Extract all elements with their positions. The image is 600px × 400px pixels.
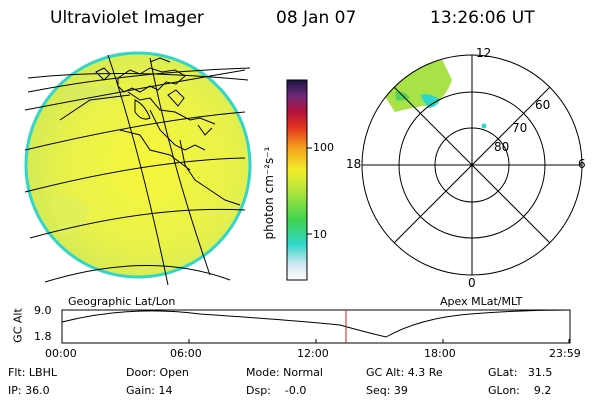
glat-readout: GLat: 31.5	[488, 366, 553, 379]
geographic-grid	[24, 54, 251, 286]
polar-panel-label: Apex MLat/MLT	[440, 295, 523, 308]
altitude-tick-9: 9.0	[34, 304, 52, 317]
altitude-plot	[61, 309, 571, 344]
mlat-60-label: 60	[535, 98, 551, 112]
altitude-axis-label: GC Alt	[11, 308, 25, 343]
filter-readout: Flt: LBHL	[8, 366, 57, 379]
polar-plot	[361, 54, 583, 276]
colorbar-tick-10: 10	[313, 228, 327, 241]
time-tick-2359: 23:59	[549, 347, 581, 360]
mlat-80-label: 80	[494, 140, 510, 154]
date-label: 08 Jan 07	[276, 8, 357, 28]
seq-readout: Seq: 39	[366, 384, 408, 397]
instrument-title: Ultraviolet Imager	[50, 8, 204, 28]
altitude-tick-1-8: 1.8	[34, 330, 52, 343]
mlt-18-label: 18	[346, 157, 362, 171]
time-tick-0000: 00:00	[45, 347, 77, 360]
mlat-70-label: 70	[512, 121, 528, 135]
dsp-readout: Dsp: -0.0	[246, 384, 307, 397]
time-label: 13:26:06 UT	[430, 8, 535, 28]
glon-readout: GLon: 9.2	[488, 384, 552, 397]
mlt-12-label: 12	[476, 46, 492, 60]
time-tick-0600: 06:00	[170, 347, 202, 360]
mlt-6-label: 6	[578, 157, 586, 171]
time-tick-1800: 18:00	[424, 347, 456, 360]
ip-readout: IP: 36.0	[8, 384, 50, 397]
mode-readout: Mode: Normal	[246, 366, 323, 379]
mlt-0-label: 0	[468, 276, 476, 290]
auroral-emission-region	[378, 55, 452, 112]
earth-disk-image	[24, 51, 252, 279]
colorbar	[286, 79, 312, 281]
gain-readout: Gain: 14	[126, 384, 173, 397]
colorbar-tick-100: 100	[313, 141, 334, 154]
geo-panel-label: Geographic Lat/Lon	[68, 295, 176, 308]
time-tick-1200: 12:00	[297, 347, 329, 360]
colorbar-unit-label: photon cm⁻²s⁻¹	[262, 146, 276, 240]
door-readout: Door: Open	[126, 366, 189, 379]
coastlines	[95, 57, 241, 206]
gc-alt-readout: GC Alt: 4.3 Re	[366, 366, 443, 379]
